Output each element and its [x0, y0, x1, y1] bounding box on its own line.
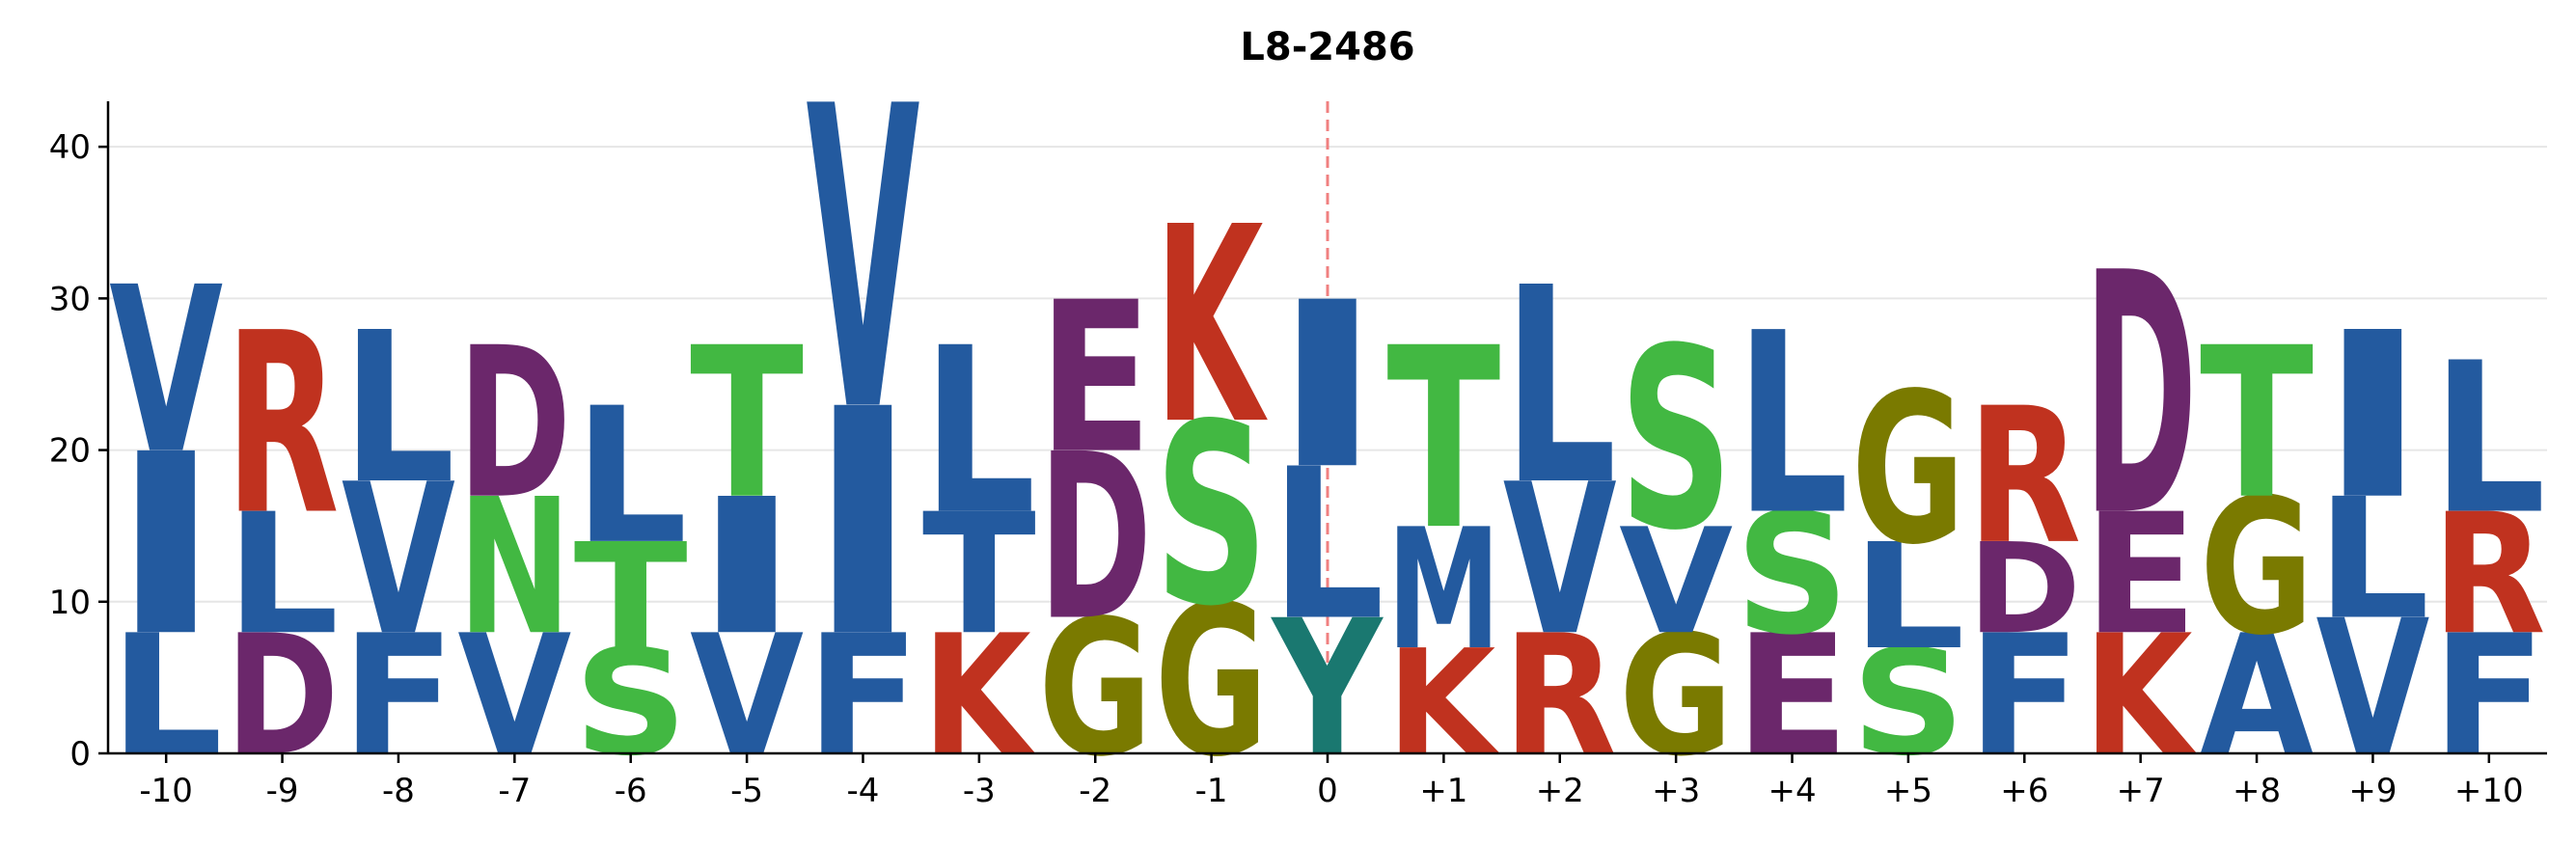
- x-tick-label--7: -7: [498, 772, 531, 810]
- x-tick-label-+5: +5: [1884, 772, 1932, 810]
- logo-letter--2-D: D: [1038, 406, 1152, 671]
- logo-letter-0-I: I: [1271, 253, 1384, 519]
- logo-letter--10-V: V: [109, 238, 223, 504]
- logo-letter--7-N: N: [457, 459, 571, 676]
- x-tick-label--3: -3: [963, 772, 996, 810]
- x-axis-ticks: -10 -9 -8 -7 -6 -5 -4 -3 -2 -1 0 +1 +2 +3 +4 +5 +6 +7 +8 +9…: [139, 753, 2524, 810]
- x-tick-label-+2: +2: [1536, 772, 1584, 810]
- logo-letter-+1-T: T: [1386, 294, 1500, 585]
- logo-letter-+7-D: D: [2084, 203, 2198, 589]
- logo-letter-+8-T: T: [2200, 304, 2314, 545]
- logo-letter--7-D: D: [457, 304, 571, 545]
- logo-letter--5-I: I: [690, 458, 804, 676]
- x-tick-label--9: -9: [266, 772, 299, 810]
- x-tick-label-+8: +8: [2233, 772, 2281, 810]
- logo-letters: LIVDLRFVLVNDSTLVITFIVKTLGDEGSKYLIKMTRVLG…: [109, 20, 2546, 804]
- x-tick-label-+1: +1: [1419, 772, 1467, 810]
- logo-letter-+2-V: V: [1503, 440, 1617, 681]
- logo-letter-+6-D: D: [1967, 517, 2081, 662]
- logo-letter-+5-L: L: [1851, 512, 1965, 682]
- x-tick-label--10: -10: [139, 772, 193, 810]
- logo-letter--9-L: L: [226, 478, 340, 671]
- logo-letter-+6-R: R: [1967, 368, 2081, 586]
- x-tick-label--6: -6: [615, 772, 647, 810]
- logo-letter-+2-L: L: [1503, 230, 1617, 544]
- logo-letter-+5-G: G: [1851, 349, 1965, 591]
- logo-letter-+3-V: V: [1619, 497, 1733, 667]
- logo-letter-+1-M: M: [1386, 493, 1500, 686]
- x-tick-label-0: 0: [1317, 772, 1338, 810]
- x-tick-label-+9: +9: [2348, 772, 2397, 810]
- logo-letter--4-I: I: [806, 343, 919, 706]
- x-tick-label--5: -5: [730, 772, 763, 810]
- logo-letter--8-V: V: [342, 440, 455, 681]
- logo-letter--2-E: E: [1038, 259, 1152, 500]
- logo-letter--3-L: L: [922, 300, 1036, 565]
- logo-letter--5-T: T: [690, 304, 804, 545]
- chart-title: L8-2486: [1240, 25, 1414, 69]
- logo-letter--4-V: V: [806, 20, 920, 504]
- logo-letter--1-S: S: [1155, 371, 1269, 662]
- logo-letter-+9-L: L: [2316, 464, 2429, 657]
- x-tick-label-+7: +7: [2117, 772, 2165, 810]
- y-tick-label-30: 30: [49, 280, 91, 318]
- x-tick-label--8: -8: [382, 772, 415, 810]
- logo-letter-+8-G: G: [2200, 460, 2314, 677]
- x-tick-label-+6: +6: [2000, 772, 2048, 810]
- logo-letter--3-T: T: [922, 478, 1036, 672]
- logo-letter-0-L: L: [1271, 425, 1384, 667]
- y-tick-label-0: 0: [69, 735, 91, 774]
- logo-letter-+4-L: L: [1736, 280, 1850, 570]
- logo-letter--8-L: L: [342, 289, 455, 531]
- x-tick-label-+10: +10: [2454, 772, 2524, 810]
- logo-letter-+10-R: R: [2432, 479, 2546, 672]
- logo-letter-+3-S: S: [1619, 295, 1733, 586]
- x-tick-label-+3: +3: [1652, 772, 1700, 810]
- x-tick-label--2: -2: [1079, 772, 1111, 810]
- logo-letter--6-T: T: [574, 513, 688, 683]
- logo-letter-+10-L: L: [2432, 319, 2546, 560]
- logo-letter-+7-E: E: [2084, 477, 2198, 671]
- logo-letter--9-R: R: [226, 281, 340, 570]
- logo-letter-+9-I: I: [2316, 284, 2429, 550]
- y-tick-label-20: 20: [49, 432, 91, 471]
- logo-letter--1-K: K: [1155, 169, 1268, 483]
- y-tick-label-40: 40: [49, 128, 91, 167]
- logo-letter--6-L: L: [574, 368, 688, 586]
- y-tick-label-10: 10: [49, 584, 91, 622]
- y-axis-ticks: 0 10 20 30 40: [49, 128, 108, 774]
- logo-letter-+4-S: S: [1736, 477, 1850, 671]
- logo-letter--10-I: I: [109, 402, 223, 692]
- x-tick-label-+4: +4: [1768, 772, 1816, 810]
- x-tick-label--1: -1: [1195, 772, 1228, 810]
- x-tick-label--4: -4: [847, 772, 880, 810]
